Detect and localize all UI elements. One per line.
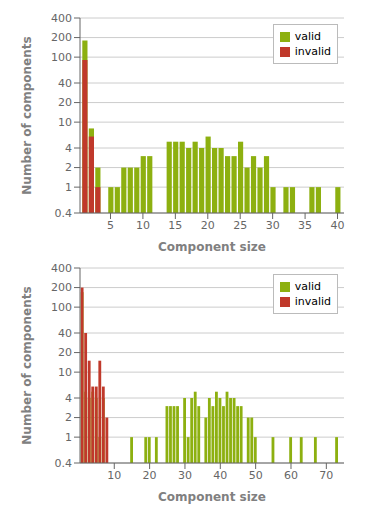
html-text:valid: valid <box>294 30 321 43</box>
svg-text:20: 20 <box>143 469 157 482</box>
svg-text:40: 40 <box>213 469 227 482</box>
svg-text:40: 40 <box>58 77 72 90</box>
svg-text:0.4: 0.4 <box>55 457 73 470</box>
svg-text:60: 60 <box>284 469 298 482</box>
html-text:invalid: invalid <box>294 45 331 58</box>
svg-text:200: 200 <box>51 281 72 294</box>
svg-text:50: 50 <box>249 469 263 482</box>
svg-text:Number of components: Number of components <box>20 36 34 194</box>
svg-text:35: 35 <box>298 219 312 232</box>
svg-text:40: 40 <box>331 219 345 232</box>
svg-text:200: 200 <box>51 31 72 44</box>
svg-text:5: 5 <box>107 219 114 232</box>
svg-text:10: 10 <box>136 219 150 232</box>
svg-text:100: 100 <box>51 51 72 64</box>
svg-text:4: 4 <box>65 142 72 155</box>
svg-text:20: 20 <box>58 346 72 359</box>
svg-text:400: 400 <box>51 262 72 275</box>
svg-text:Component size: Component size <box>158 490 266 504</box>
svg-text:70: 70 <box>319 469 333 482</box>
svg-text:4: 4 <box>65 392 72 405</box>
svg-text:40: 40 <box>58 327 72 340</box>
svg-text:30: 30 <box>266 219 280 232</box>
svg-text:0.4: 0.4 <box>55 207 73 220</box>
svg-text:10: 10 <box>107 469 121 482</box>
svg-text:400: 400 <box>51 12 72 25</box>
svg-text:100: 100 <box>51 301 72 314</box>
svg-text:30: 30 <box>178 469 192 482</box>
svg-text:10: 10 <box>58 116 72 129</box>
html-text:valid: valid <box>294 280 321 293</box>
svg-text:25: 25 <box>233 219 247 232</box>
svg-text:20: 20 <box>58 96 72 109</box>
svg-text:20: 20 <box>201 219 215 232</box>
svg-text:2: 2 <box>65 161 72 174</box>
svg-text:1: 1 <box>65 431 72 444</box>
svg-text:1: 1 <box>65 181 72 194</box>
svg-text:15: 15 <box>168 219 182 232</box>
svg-text:Component size: Component size <box>158 240 266 254</box>
html-text:invalid: invalid <box>294 295 331 308</box>
svg-text:2: 2 <box>65 411 72 424</box>
svg-text:Number of components: Number of components <box>20 286 34 444</box>
svg-text:10: 10 <box>58 366 72 379</box>
